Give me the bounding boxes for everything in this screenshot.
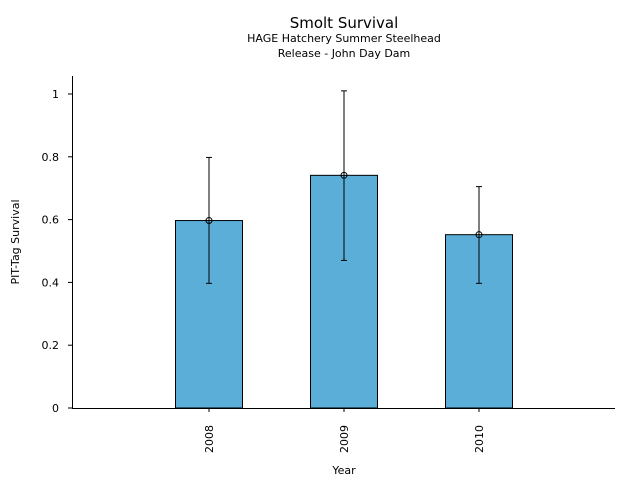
x-tick-label: 2010 — [473, 425, 486, 453]
x-tick-label: 2009 — [338, 425, 351, 453]
y-tick-label: 0 — [52, 402, 59, 415]
chart-subtitle-line-1: HAGE Hatchery Summer Steelhead — [247, 32, 441, 45]
x-axis-label: Year — [331, 464, 356, 477]
point-marker-2009 — [340, 171, 348, 179]
y-tick-label: 0.6 — [42, 214, 60, 227]
y-ticks-layer: 0 0.2 0.4 0.6 0.8 1 — [42, 88, 72, 415]
chart-title: Smolt Survival — [290, 14, 399, 32]
error-bars-layer — [205, 90, 483, 284]
point-marker-2008 — [205, 217, 213, 225]
y-tick-label: 0.4 — [42, 276, 60, 289]
y-tick-label: 1 — [52, 88, 59, 101]
y-axis-label: PIT-Tag Survival — [9, 199, 22, 284]
point-marker-2010 — [475, 231, 483, 239]
chart-subtitle-line-2: Release - John Day Dam — [278, 47, 411, 60]
y-tick-label: 0.8 — [42, 151, 60, 164]
y-tick-label: 0.2 — [42, 339, 60, 352]
x-ticks-layer: 2008 2009 2010 — [203, 408, 486, 453]
x-tick-label: 2008 — [203, 425, 216, 453]
